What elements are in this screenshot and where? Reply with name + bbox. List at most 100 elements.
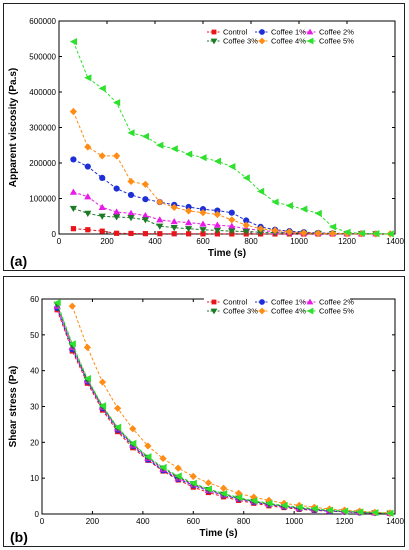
legend-marker [306,307,314,315]
x-axis-title: Time (s) [208,248,246,259]
data-point [99,228,105,234]
data-point [170,217,178,225]
data-point [300,205,308,213]
series-5 [69,37,394,238]
data-point [228,228,236,235]
legend-label: Coffee 5% [319,307,354,316]
data-point [204,485,213,493]
data-point [142,196,149,203]
data-point [242,228,250,236]
legend-marker [258,307,266,315]
series-4 [69,107,394,238]
x-tick-label: 200 [100,237,114,246]
data-point [235,493,243,502]
data-point [213,221,221,228]
data-point [271,226,279,235]
legend: Control Coffee 1% Coffee 2% Coffee 3% Coffee… [204,25,354,46]
data-point [185,207,193,215]
legend-label: Coffee 3% [223,307,258,316]
series-1 [70,156,379,237]
x-tick-label: 1200 [338,237,356,246]
data-point [127,129,135,137]
y-tick-label: 600000 [29,17,56,26]
data-point [386,509,394,517]
data-point [228,216,236,224]
data-point [113,185,120,192]
data-point [98,84,106,93]
data-point [300,229,308,237]
legend-label: Control [223,298,248,307]
data-point [213,157,221,165]
x-tick-label: 400 [148,237,162,246]
data-point [356,508,364,516]
y-tick-label: 50 [30,331,39,340]
legend-label: Coffee 2% [319,298,354,307]
data-point [98,378,107,386]
data-point [372,230,380,238]
data-point [114,423,122,431]
data-point [129,439,137,448]
data-point [70,226,76,232]
data-point [170,145,178,153]
legend-marker [210,308,218,315]
data-point [242,221,250,229]
data-point [329,223,337,231]
data-point [314,209,322,218]
y-tick-label: 300000 [29,124,56,133]
data-point [242,174,250,182]
series-line [73,158,376,235]
x-tick-label: 1400 [386,517,404,526]
shear-stress-chart: 0 200 400 600 800 1000 1200 1400 0 10 20 30 40 50 60 Ti… [8,295,404,545]
data-point [357,229,365,237]
data-point [98,402,107,410]
plot-frame [41,298,396,515]
legend-marker [258,37,266,45]
data-point [213,227,221,235]
x-axis-title: Time (s) [199,528,237,539]
data-point [159,463,167,472]
data-point [127,215,135,222]
series-line [73,191,376,235]
x-tick-label: 1000 [285,517,303,526]
series-line [56,304,391,514]
data-point [170,203,178,211]
data-point [114,404,122,412]
data-point [200,231,206,237]
data-point [98,152,106,160]
legend-label: Coffee 2% [319,28,354,37]
y-tick-label: 30 [30,403,39,412]
data-point [219,489,228,498]
data-point [265,499,273,507]
series-line [73,228,362,235]
data-point [343,228,351,236]
legend: Control Coffee 1% Coffee 2% Coffee 3% Coffee… [204,295,354,316]
legend-marker [306,37,314,45]
data-point [189,472,197,480]
x-tick-label: 1400 [386,237,404,246]
data-point [114,230,120,236]
data-point [199,220,207,227]
panel-label: (b) [10,529,28,545]
data-point [199,227,207,234]
data-point [174,464,182,472]
data-point [185,219,193,226]
data-point [186,231,192,237]
y-tick-label: 100000 [29,195,56,204]
y-tick-label: 200000 [29,159,56,168]
chart-panel-a: 0 200 400 600 800 1000 1200 1400 0 100000 200000 30… [3,3,405,271]
data-point [257,187,265,195]
series-line [71,306,391,514]
data-point [68,340,76,348]
data-point [325,506,334,514]
legend-label: Coffee 4% [271,307,306,316]
data-point [310,505,318,513]
data-point [84,210,92,218]
data-point [219,484,228,492]
data-point [142,231,148,237]
y-tick-label: 0 [52,230,57,239]
data-point [84,74,92,82]
data-point [199,209,207,217]
series-line [73,207,376,235]
y-tick-label: 500000 [29,53,56,62]
data-point [204,479,213,487]
